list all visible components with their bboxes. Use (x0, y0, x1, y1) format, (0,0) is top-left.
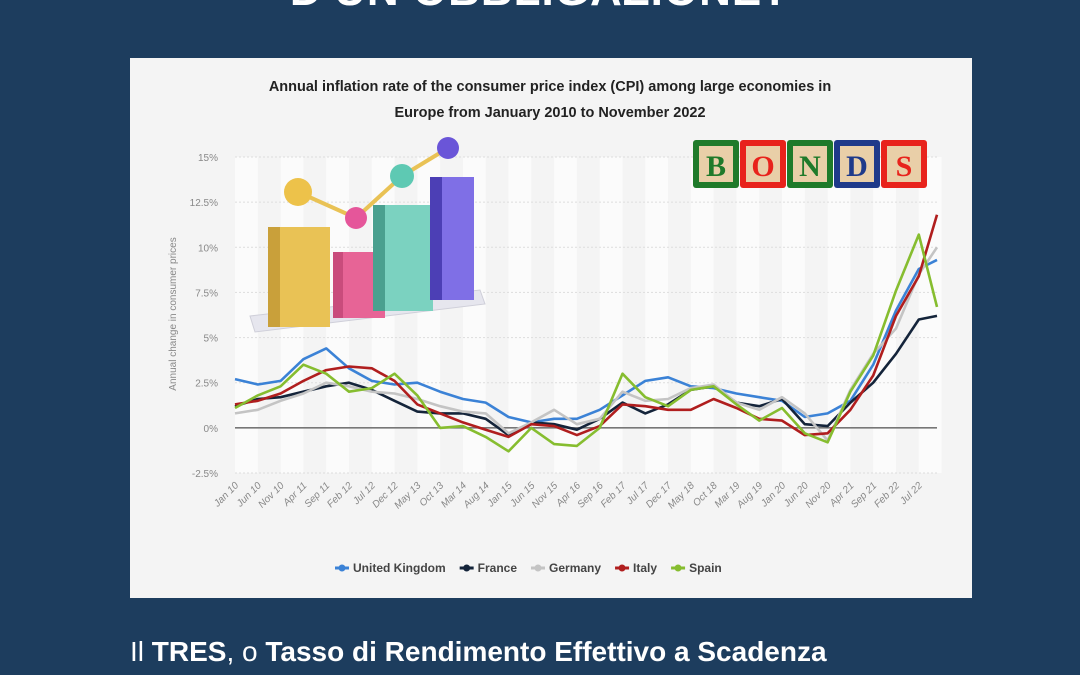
series-line-germany (234, 246, 939, 442)
x-tick-label: Jan 10 (211, 480, 241, 510)
legend-label: Spain (689, 561, 722, 575)
headline: D'UN OBBLIGAZIONE? (0, 0, 1080, 16)
legend-label: France (478, 561, 518, 575)
y-tick-label: 7.5% (195, 288, 218, 299)
caption-part-3: , o (226, 636, 266, 667)
background-band (918, 157, 942, 473)
background-band (645, 157, 669, 473)
bonds-block-face (793, 146, 827, 182)
bonds-letter: S (896, 150, 913, 183)
bonds-block-face (840, 146, 874, 182)
y-tick-label: 12.5% (190, 198, 218, 209)
series-line-united-kingdom (234, 258, 938, 424)
y-tick-label: 15% (198, 153, 218, 164)
chart-card: Annual inflation rate of the consumer pr… (130, 58, 972, 598)
bonds-block-face (699, 146, 733, 182)
x-tick-label: Feb 12 (325, 480, 355, 510)
caption-part-4: Tasso di Rendimento Effettivo a Scadenza (265, 636, 827, 667)
background-band (782, 157, 805, 473)
legend-item: France (459, 561, 518, 575)
bonds-letter: B (706, 150, 726, 183)
legend-item: Spain (671, 561, 722, 575)
legend-marker (674, 564, 682, 572)
x-tick-label: Feb 17 (599, 480, 629, 510)
x-tick-label: Nov 20 (804, 480, 834, 510)
legend-marker (338, 564, 346, 572)
legend-label: Germany (549, 561, 601, 575)
caption-part-1: Il (130, 636, 152, 667)
series-line-spain (234, 233, 939, 453)
series-line-italy (234, 214, 939, 439)
bonds-block-face (746, 146, 780, 182)
legend-label: United Kingdom (353, 561, 446, 575)
legend-marker (463, 564, 471, 572)
y-tick-label: 5% (204, 334, 219, 345)
x-tick-label: Feb 22 (872, 480, 902, 510)
legend-item: Italy (615, 561, 657, 575)
legend-marker (534, 564, 542, 572)
y-tick-label: 10% (198, 243, 218, 254)
caption-part-2: TRES (151, 636, 227, 667)
background-band (554, 157, 577, 473)
bonds-letter: O (751, 150, 774, 183)
x-tick-label: Jan 15 (485, 480, 515, 510)
series-line-france (234, 314, 938, 437)
inflation-chart: Annual inflation rate of the consumer pr… (168, 79, 942, 575)
y-tick-label: -2.5% (192, 469, 218, 480)
legend-item: Germany (531, 561, 601, 575)
x-tick-label: Nov 10 (257, 480, 287, 510)
y-axis-label: Annual change in consumer prices (168, 237, 179, 390)
bar-chart-illustration (249, 137, 486, 333)
legend-item: United Kingdom (335, 561, 446, 575)
background-band (736, 157, 760, 473)
background-band (599, 157, 623, 473)
x-tick-label: Jan 20 (758, 480, 788, 510)
y-tick-label: 0% (204, 424, 219, 435)
background-band (690, 157, 714, 473)
bonds-letter: D (846, 150, 868, 183)
chart-title-line-1: Annual inflation rate of the consumer pr… (269, 79, 831, 95)
background-band (508, 157, 532, 473)
background-band (235, 157, 258, 473)
y-tick-label: 2.5% (195, 379, 218, 390)
bonds-letter: N (799, 150, 821, 183)
chart-title-line-2: Europe from January 2010 to November 202… (394, 105, 705, 121)
bottom-caption: Il TRES, o Tasso di Rendimento Effettivo… (130, 636, 827, 668)
legend-label: Italy (633, 561, 657, 575)
background-band (827, 157, 851, 473)
background-band (873, 157, 896, 473)
legend-marker (618, 564, 626, 572)
x-tick-label: Jul 22 (898, 480, 926, 508)
x-tick-label: Nov 15 (530, 480, 560, 510)
bonds-block-face (887, 146, 921, 182)
